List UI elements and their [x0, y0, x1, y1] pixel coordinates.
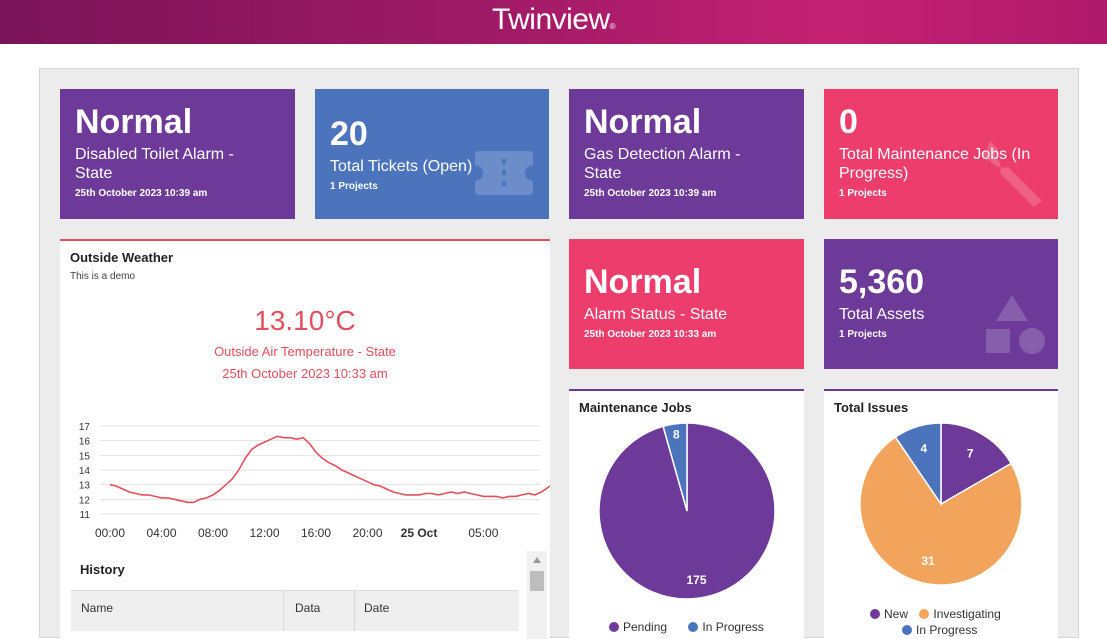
- temperature-series-line: [109, 435, 550, 504]
- tile-label: Alarm Status - State: [584, 306, 728, 323]
- legend-item-new[interactable]: New: [870, 607, 908, 621]
- pie-slice-new: [940, 422, 1013, 506]
- y-tick-label: 12: [79, 495, 91, 506]
- tile-projects: 1 Projects: [839, 188, 887, 199]
- column-header-date[interactable]: Date: [364, 601, 390, 615]
- scroll-up-arrow-icon[interactable]: [533, 557, 541, 563]
- x-tick-label: 16:00: [301, 526, 331, 540]
- tile-value: 20: [330, 115, 368, 153]
- sensor-name: Outside Air Temperature - State: [214, 344, 396, 359]
- x-tick-label: 05:00: [468, 526, 498, 540]
- brand-name: Twinview: [491, 3, 610, 36]
- history-scrollbar[interactable]: [527, 551, 547, 639]
- temperature-line-chart: 17 16 15 14 13 12 11 00:00 04:00 08:00 12:00 16:00 2…: [79, 422, 550, 540]
- legend-label: Pending: [623, 620, 668, 634]
- legend-item-investigating[interactable]: Investigating: [919, 607, 1001, 621]
- tile-projects: 1 Projects: [330, 181, 378, 192]
- column-header-data[interactable]: Data: [295, 601, 321, 615]
- y-tick-label: 15: [79, 451, 91, 462]
- column-divider: [283, 591, 284, 631]
- ticket-icon: [475, 151, 533, 195]
- y-tick-label: 11: [80, 510, 91, 521]
- total-issues-title: Total Issues: [834, 400, 909, 415]
- tile-label: Total Assets: [839, 306, 925, 323]
- tile-timestamp: 25th October 2023 10:33 am: [584, 329, 717, 340]
- legend-label: In Progress: [916, 623, 978, 637]
- tile-value: Normal: [75, 103, 193, 141]
- tile-maintenance-jobs[interactable]: 0 Total Maintenance Jobs (In Progress) 1…: [824, 89, 1058, 219]
- temperature-timestamp: 25th October 2023 10:33 am: [222, 366, 388, 381]
- scroll-thumb[interactable]: [530, 571, 544, 591]
- total-issues-pie-chart: 7 31 4: [859, 422, 1023, 586]
- legend-swatch-icon: [919, 609, 930, 619]
- tile-value: Normal: [584, 263, 702, 301]
- wrench-icon: [980, 141, 1042, 207]
- tile-timestamp: 25th October 2023 10:39 am: [75, 188, 208, 199]
- pie-slice-in-progress: [894, 422, 942, 507]
- x-tick-label: 12:00: [249, 526, 279, 540]
- maintenance-jobs-card: Maintenance Jobs 175 8 Pending In Progres…: [569, 389, 804, 639]
- tile-value: 5,360: [839, 263, 925, 301]
- tile-value: Normal: [584, 103, 702, 141]
- registered-mark: ®: [609, 22, 616, 31]
- pie-slice-in-progress: [662, 422, 688, 512]
- history-table-header: Name Data Date: [71, 590, 519, 631]
- legend-item-in-progress[interactable]: In Progress: [902, 623, 977, 637]
- tile-projects: 1 Projects: [839, 329, 887, 340]
- tile-label: Total Tickets (Open): [330, 158, 473, 175]
- y-tick-label: 13: [79, 481, 91, 492]
- shapes-icon: [986, 295, 1045, 354]
- pie-data-label: 7: [967, 447, 974, 461]
- tile-total-tickets[interactable]: 20 Total Tickets (Open) 1 Projects: [315, 89, 549, 219]
- outside-weather-card: Outside Weather This is a demo 13.10°C O…: [60, 239, 550, 639]
- pie-slice-investigating: [859, 436, 1023, 586]
- total-issues-legend-row2: In Progress: [902, 623, 977, 637]
- brand-logo[interactable]: Twinview®: [0, 3, 1107, 37]
- dashboard-frame: Normal Disabled Toilet Alarm - State 25t…: [39, 68, 1079, 639]
- temperature-value: 13.10°C: [254, 305, 356, 336]
- x-tick-label: 00:00: [95, 526, 125, 540]
- pie-data-label: 31: [921, 554, 935, 568]
- column-divider: [354, 591, 355, 631]
- column-header-name[interactable]: Name: [81, 601, 114, 615]
- legend-label: Investigating: [933, 607, 1001, 621]
- legend-swatch-icon: [870, 609, 880, 619]
- legend-swatch-icon: [688, 622, 699, 632]
- tile-total-assets[interactable]: 5,360 Total Assets 1 Projects: [824, 239, 1058, 369]
- tile-gas-detection-alarm[interactable]: Normal Gas Detection Alarm - State 25th …: [569, 89, 804, 219]
- header-bar: Twinview®: [0, 0, 1107, 44]
- history-title: History: [80, 562, 125, 577]
- legend-label: In Progress: [702, 620, 764, 634]
- tile-value: 0: [839, 103, 858, 141]
- tile-label: Total Maintenance Jobs (In Progress): [839, 146, 1031, 182]
- maintenance-jobs-title: Maintenance Jobs: [579, 400, 692, 415]
- tile-label: Gas Detection Alarm - State: [584, 146, 741, 182]
- y-tick-label: 14: [79, 466, 91, 477]
- pie-data-label: 175: [686, 573, 706, 587]
- legend-item-pending[interactable]: Pending: [609, 620, 667, 634]
- weather-title: Outside Weather: [70, 250, 174, 265]
- pie-data-label: 8: [673, 427, 680, 441]
- x-tick-label: 04:00: [146, 526, 176, 540]
- tile-timestamp: 25th October 2023 10:39 am: [584, 188, 717, 199]
- legend-item-in-progress[interactable]: In Progress: [688, 620, 764, 634]
- x-tick-label: 25 Oct: [401, 526, 438, 540]
- tile-alarm-status[interactable]: Normal Alarm Status - State 25th October…: [569, 239, 804, 369]
- legend-swatch-icon: [609, 622, 619, 632]
- y-tick-label: 17: [79, 422, 91, 433]
- y-tick-label: 16: [79, 437, 91, 448]
- x-tick-label: 20:00: [352, 526, 382, 540]
- x-tick-label: 08:00: [198, 526, 228, 540]
- weather-subtitle: This is a demo: [70, 271, 136, 282]
- total-issues-legend: New Investigating: [870, 607, 1001, 621]
- legend-label: New: [884, 607, 909, 621]
- total-issues-card: Total Issues 7 31 4 New Investigating In P…: [824, 389, 1058, 639]
- pie-data-label: 4: [920, 441, 927, 455]
- maintenance-jobs-legend: Pending In Progress: [609, 620, 764, 634]
- legend-swatch-icon: [902, 625, 912, 635]
- tile-label: Disabled Toilet Alarm - State: [75, 146, 234, 182]
- tile-disabled-toilet-alarm[interactable]: Normal Disabled Toilet Alarm - State 25t…: [60, 89, 295, 219]
